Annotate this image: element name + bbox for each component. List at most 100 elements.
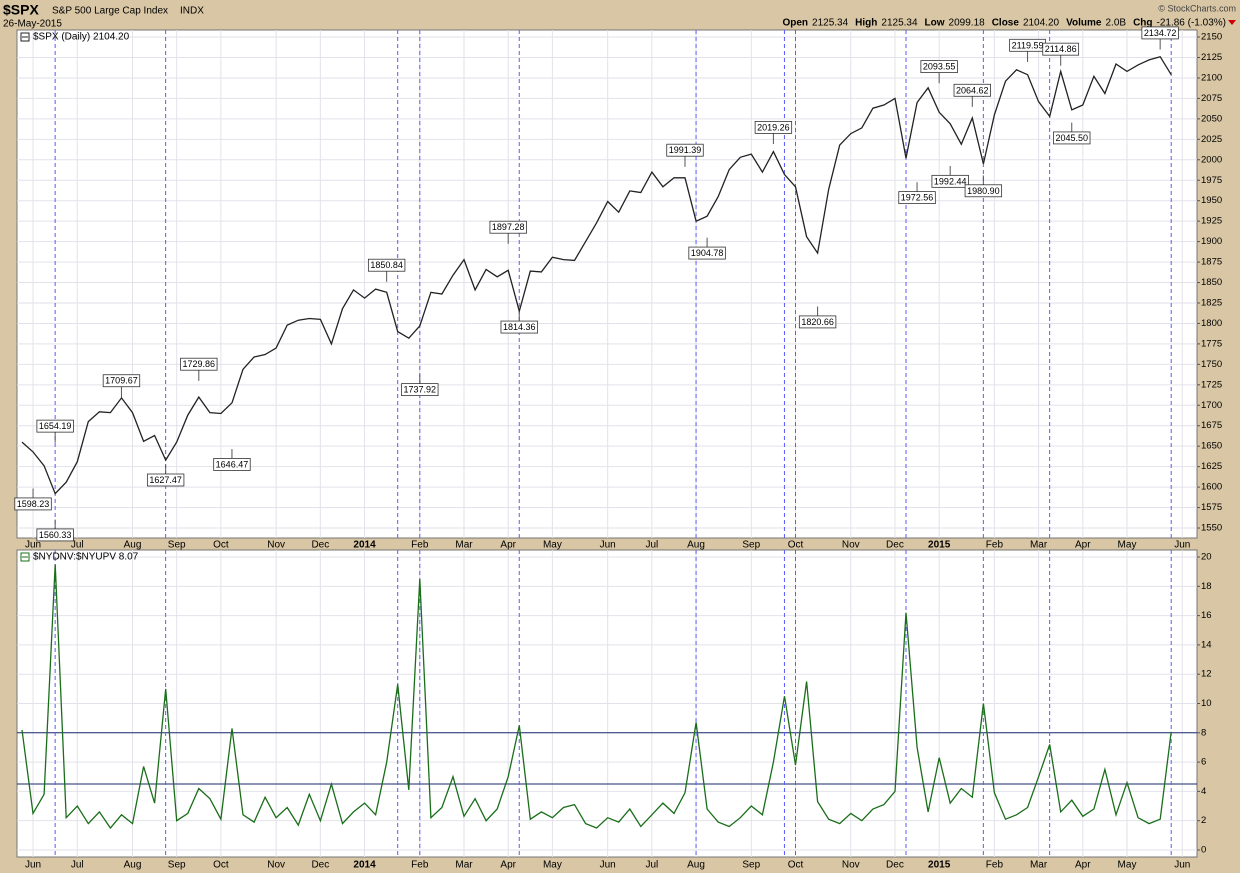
annotation: 1897.28 xyxy=(489,220,527,234)
annotation-box xyxy=(1053,131,1091,145)
x-tick-label: Mar xyxy=(455,860,473,871)
y-tick-label: 1775 xyxy=(1201,338,1222,349)
x-tick-label: Jul xyxy=(71,860,84,871)
legend-label: $NYDNV:$NYUPV 8.07 xyxy=(33,552,139,563)
y-tick-label: 1750 xyxy=(1201,359,1222,370)
annotation-box xyxy=(754,120,793,134)
annotation: 1627.47 xyxy=(146,473,185,487)
annotation: 1992.44 xyxy=(931,174,969,188)
y-tick-label: 18 xyxy=(1201,581,1212,592)
y-tick-label: 2025 xyxy=(1201,134,1222,145)
x-tick-label: Jun xyxy=(600,860,616,871)
annotation-label: 2064.62 xyxy=(956,85,989,95)
annotation-box xyxy=(798,315,837,329)
symbol: $SPX xyxy=(3,2,39,18)
x-tick-label: Feb xyxy=(411,860,429,871)
y-tick-label: 14 xyxy=(1201,639,1212,650)
y-tick-label: 1825 xyxy=(1201,298,1222,309)
quote-value: 2099.18 xyxy=(949,18,986,29)
annotation-box xyxy=(213,458,251,471)
x-tick-label: Apr xyxy=(1075,540,1091,551)
x-tick-label: Mar xyxy=(1030,860,1048,871)
y-tick-label: 2125 xyxy=(1201,52,1222,63)
y-tick-label: 8 xyxy=(1201,727,1206,738)
annotation-label: 1972.56 xyxy=(901,193,934,203)
x-tick-label: Nov xyxy=(842,860,860,871)
annotation-box xyxy=(500,320,538,334)
y-tick-label: 16 xyxy=(1201,610,1212,621)
annotation-label: 1897.28 xyxy=(492,222,525,232)
x-tick-label: Dec xyxy=(886,540,904,551)
y-tick-label: 1725 xyxy=(1201,379,1222,390)
y-tick-label: 1700 xyxy=(1201,400,1222,411)
y-tick-label: 2050 xyxy=(1201,113,1222,124)
annotation-box xyxy=(964,184,1003,198)
annotation: 1737.92 xyxy=(401,383,439,397)
annotation-label: 1820.66 xyxy=(801,317,834,327)
annotation-box xyxy=(367,258,406,272)
annotation: 1654.19 xyxy=(36,419,74,433)
x-tick-label: Jun xyxy=(1174,540,1190,551)
annotation-label: 1992.44 xyxy=(934,176,967,186)
y-tick-label: 20 xyxy=(1201,552,1212,563)
x-tick-label: Oct xyxy=(788,860,804,871)
x-tick-label: Aug xyxy=(687,540,705,551)
annotation: 1814.36 xyxy=(500,320,538,334)
x-tick-label: Mar xyxy=(1030,540,1048,551)
quote-value: 2104.20 xyxy=(1023,18,1060,29)
y-tick-label: 0 xyxy=(1201,844,1206,855)
down-arrow xyxy=(1228,20,1236,25)
quote-label: High xyxy=(855,18,877,29)
annotation-label: 2134.72 xyxy=(1144,28,1177,38)
annotation-box xyxy=(401,383,439,397)
x-tick-label: Nov xyxy=(842,540,860,551)
annotation-box xyxy=(666,143,704,157)
annotation-box xyxy=(36,528,74,542)
index-name: S&P 500 Large Cap Index xyxy=(52,6,168,17)
annotation: 1820.66 xyxy=(798,315,837,329)
annotation: 1972.56 xyxy=(898,191,936,205)
x-tick-label: Oct xyxy=(213,540,229,551)
x-tick-label: Jun xyxy=(25,540,41,551)
annotation-label: 1980.90 xyxy=(967,186,1000,196)
annotation-label: 2114.86 xyxy=(1045,44,1077,54)
quote-label: Open xyxy=(782,18,808,29)
y-tick-label: 2075 xyxy=(1201,93,1222,104)
series-line xyxy=(21,564,1172,830)
annotation-label: 2045.50 xyxy=(1055,133,1088,143)
x-tick-label: Sep xyxy=(742,860,760,871)
x-tick-label: May xyxy=(543,860,562,871)
annotation: 2114.86 xyxy=(1042,42,1080,56)
annotation-label: 1737.92 xyxy=(404,385,437,395)
quote-label: Chg xyxy=(1133,18,1152,29)
annotation-box xyxy=(102,374,141,388)
annotation-label: 2019.26 xyxy=(757,122,790,132)
annotation-label: 2093.55 xyxy=(923,62,956,72)
y-tick-label: 1875 xyxy=(1201,257,1222,268)
x-tick-label: Dec xyxy=(886,860,904,871)
annotation-box xyxy=(146,473,185,487)
annotation-box xyxy=(898,191,936,205)
x-tick-label: Jun xyxy=(1174,860,1190,871)
annotation-box xyxy=(36,419,74,433)
plot-area xyxy=(16,29,1198,539)
annotation: 1729.86 xyxy=(180,357,218,371)
y-tick-label: 2150 xyxy=(1201,32,1222,43)
annotation-label: 1904.78 xyxy=(691,248,724,258)
y-tick-label: 1625 xyxy=(1201,461,1222,472)
x-tick-label: May xyxy=(1118,860,1137,871)
quote-value: 2125.34 xyxy=(812,18,849,29)
annotation-box xyxy=(953,83,991,97)
x-tick-label: Mar xyxy=(455,540,473,551)
y-tick-label: 12 xyxy=(1201,669,1212,680)
x-tick-label: Oct xyxy=(213,860,229,871)
annotation: 1560.33 xyxy=(36,528,74,542)
annotation-label: 1654.19 xyxy=(39,421,72,431)
y-tick-label: 1850 xyxy=(1201,277,1222,288)
x-tick-label: Jun xyxy=(600,540,616,551)
y-tick-label: 1925 xyxy=(1201,216,1222,227)
x-tick-label: Dec xyxy=(311,540,329,551)
annotation: 1709.67 xyxy=(102,374,141,388)
y-tick-label: 1950 xyxy=(1201,195,1222,206)
x-tick-label: Apr xyxy=(500,860,516,871)
